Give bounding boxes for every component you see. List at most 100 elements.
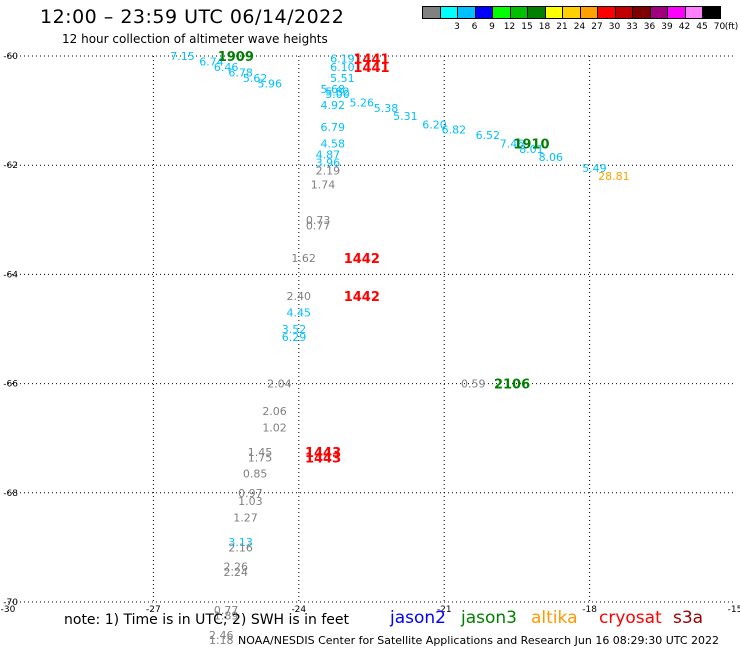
pass-time-label: 1441 [353,61,389,76]
swh-value-label: 6.20 [422,118,447,131]
swh-value-label: 6.10 [330,61,355,74]
swh-value-label: 1.27 [233,511,258,524]
swh-value-label: 2.06 [262,405,287,418]
pass-time-label: 1442 [344,290,380,305]
swh-value-label: 6.52 [476,129,501,142]
scale-tick-label: 36 [643,22,656,32]
pass-time-label: 1443 [305,451,341,466]
satellite-legend-jason2: jason2 [390,608,446,628]
swh-value-label: 0.77 [214,604,239,617]
x-tick-label: -30 [1,605,16,615]
y-tick-label: -70 [3,598,18,608]
scale-tick-label: 12 [503,22,516,32]
scale-tick-label: 33 [626,22,638,32]
pass-time-label: 1442 [344,252,380,267]
swh-value-label: 5.49 [582,162,607,175]
swh-value-label: 5.00 [325,88,350,101]
swh-value-label: 0.97 [238,487,263,500]
scale-tick-label: 30 [608,22,621,32]
swh-value-label: 4.45 [287,307,312,320]
swh-value-label: 5.62 [243,72,268,85]
x-tick-label: -18 [582,605,597,615]
swh-value-label: 5.68 [320,83,345,96]
swh-value-label: 7.15 [170,50,195,63]
pass-time-label: 1443 [305,446,341,461]
swh-value-label: 2.19 [316,165,341,178]
swh-value-label: 2.46 [209,629,234,642]
swh-value-label: 1.89 [214,610,239,623]
scale-unit-label: (ft) [724,22,739,32]
y-tick-label: -64 [3,270,18,280]
swh-value-label: 6.29 [282,331,307,344]
scale-tick-label: 45 [696,22,708,32]
swh-value-label: 5.26 [350,96,375,109]
y-tick-label: -66 [3,380,18,390]
swh-value-label: 1.45 [248,446,273,459]
swh-value-label: 4.92 [320,99,345,112]
satellite-legend-altika: altika [531,608,578,628]
y-tick-label: -68 [3,489,18,499]
swh-value-label: 28.81 [598,170,630,183]
swh-value-label: 0.85 [243,468,268,481]
swh-value-label: 7.46 [500,137,525,150]
x-tick-label: -24 [291,605,306,615]
scale-tick-label: 39 [661,22,673,32]
swh-value-label: 2.40 [287,290,312,303]
swh-value-label: 0.77 [306,219,331,232]
swh-value-label: 1.03 [238,495,263,508]
swh-value-label: 8.01 [519,143,544,156]
chart-subtitle: 12 hour collection of altimeter wave hei… [62,32,328,46]
swh-value-label: 6.74 [199,55,224,68]
scale-tick-label: 15 [521,22,533,32]
swh-value-label: 3.13 [228,536,253,549]
scale-tick-label: 21 [556,22,568,32]
swh-value-label: 0.59 [461,378,486,391]
swh-value-label: 8.06 [539,151,564,164]
swh-value-label: 1.02 [262,421,287,434]
scale-tick-label: 70 [713,22,726,32]
swh-value-label: 4.87 [316,148,341,161]
swh-value-label: 1.62 [291,252,316,265]
swh-value-label: 2.04 [267,378,292,391]
scale-tick-label: 42 [678,22,691,32]
scale-tick-label: 27 [591,22,603,32]
pass-time-label: 1909 [218,50,254,65]
scale-tick-label: 24 [573,22,586,32]
x-tick-label: -15 [728,605,740,615]
swh-value-label: 6.78 [228,66,253,79]
footer-credit: NOAA/NESDIS Center for Satellite Applica… [238,634,720,647]
x-tick-label: -27 [146,605,161,615]
scale-tick-label: 3 [454,22,460,32]
swh-value-label: 2.26 [224,561,249,574]
swh-value-label: 5.51 [330,72,355,85]
swh-value-label: 3.96 [316,156,341,169]
swh-value-label: 6.82 [442,124,467,137]
swh-value-label: 6.79 [320,121,345,134]
satellite-legend-cryosat: cryosat [599,608,662,628]
scale-tick-label: 18 [538,22,551,32]
swh-value-label: 2.24 [224,566,249,579]
swh-value-label: 4.58 [320,137,345,150]
swh-value-label: 1.18 [209,634,234,647]
footer-note: note: 1) Time is in UTC; 2) SWH is in fe… [64,612,350,628]
swh-value-label: 5.38 [374,102,399,115]
chart-title: 12:00 – 23:59 UTC 06/14/2022 [40,6,345,28]
y-tick-label: -60 [3,52,18,62]
swh-value-label: 3.52 [282,323,307,336]
swh-value-label: 5.96 [257,77,282,90]
satellite-legend-s3a: s3a [673,608,704,628]
satellite-legend-jason3: jason3 [461,608,517,628]
swh-value-label: 2.16 [228,541,253,554]
scale-tick-label: 6 [471,22,478,32]
scale-tick-label: 9 [489,22,495,32]
swh-value-label: 1.74 [311,178,336,191]
y-tick-label: -62 [3,161,18,171]
swh-value-label: 5.31 [393,110,418,123]
swh-value-label: 1.75 [248,451,273,464]
swh-value-label: 6.46 [214,61,239,74]
pass-time-label: 1441 [353,53,389,68]
pass-time-label: 2106 [494,378,530,393]
swh-value-label: 6.19 [330,53,355,66]
